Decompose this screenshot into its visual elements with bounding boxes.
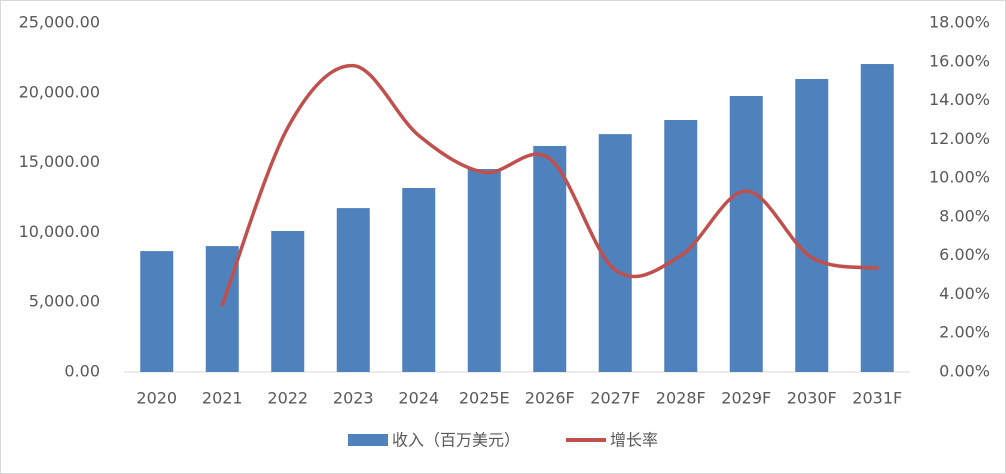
x-tick-label: 2023 bbox=[333, 389, 374, 408]
x-tick-label: 2025E bbox=[459, 389, 510, 408]
y2-tick-label: 6.00% bbox=[939, 245, 990, 264]
y-tick-label: 0.00 bbox=[64, 362, 100, 381]
y2-tick-label: 16.00% bbox=[929, 51, 990, 70]
bar bbox=[860, 64, 894, 373]
legend-label: 增长率 bbox=[610, 431, 658, 450]
x-tick-label: 2027F bbox=[590, 389, 640, 408]
bar bbox=[140, 251, 174, 372]
y2-tick-label: 2.00% bbox=[939, 323, 990, 342]
x-tick-label: 2021 bbox=[202, 389, 243, 408]
bar bbox=[729, 96, 763, 372]
x-tick-label: 2028F bbox=[656, 389, 706, 408]
bar bbox=[533, 145, 567, 372]
legend-label: 收入（百万美元） bbox=[392, 431, 520, 450]
x-tick-label: 2022 bbox=[267, 389, 308, 408]
x-tick-label: 2024 bbox=[398, 389, 439, 408]
legend-swatch bbox=[348, 434, 388, 446]
bar bbox=[271, 231, 305, 372]
x-tick-label: 2030F bbox=[787, 389, 837, 408]
bar bbox=[795, 78, 829, 372]
bar bbox=[402, 188, 436, 372]
x-tick-label: 2020 bbox=[136, 389, 177, 408]
y-tick-label: 15,000.00 bbox=[19, 152, 100, 171]
bar bbox=[336, 208, 370, 372]
bar bbox=[205, 246, 239, 372]
x-tick-label: 2029F bbox=[721, 389, 771, 408]
line bbox=[220, 63, 879, 307]
y2-tick-label: 0.00% bbox=[939, 362, 990, 381]
x-tick-label: 2026F bbox=[525, 389, 575, 408]
bar bbox=[598, 134, 632, 372]
y2-tick-label: 12.00% bbox=[929, 129, 990, 148]
y2-tick-label: 10.00% bbox=[929, 168, 990, 187]
y-tick-label: 10,000.00 bbox=[19, 222, 100, 241]
y2-tick-label: 14.00% bbox=[929, 90, 990, 109]
x-tick-label: 2031F bbox=[852, 389, 902, 408]
y-tick-label: 5,000.00 bbox=[29, 292, 100, 311]
y2-tick-label: 18.00% bbox=[929, 13, 990, 32]
bar bbox=[467, 169, 501, 372]
y-tick-label: 25,000.00 bbox=[19, 13, 100, 32]
y2-tick-label: 8.00% bbox=[939, 206, 990, 225]
y2-tick-label: 4.00% bbox=[939, 284, 990, 303]
y-tick-label: 20,000.00 bbox=[19, 82, 100, 101]
